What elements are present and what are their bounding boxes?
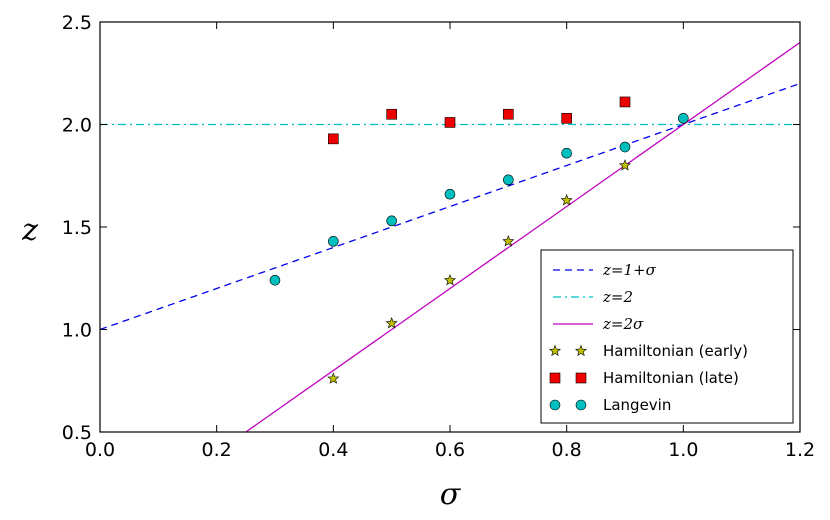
y-axis-label: z bbox=[21, 213, 38, 248]
x-tick-label: 0.8 bbox=[552, 439, 582, 461]
axis-ticks: 0.0 0.2 0.4 0.6 0.8 1.0 1.2 0.5 1.0 1.5 2.0 2.5 bbox=[62, 12, 815, 461]
data-point-langevin bbox=[503, 174, 514, 186]
data-point-langevin bbox=[328, 236, 339, 247]
data-point-hamiltonian-early bbox=[385, 317, 398, 329]
series-line-z-2 bbox=[245, 41, 800, 432]
data-point-langevin bbox=[386, 215, 397, 227]
legend-label-z-1: z=1+σ bbox=[602, 261, 657, 279]
legend-swatch-langevin bbox=[549, 399, 561, 411]
x-tick-label: 0.0 bbox=[85, 439, 115, 461]
x-tick-label: 0.4 bbox=[318, 439, 348, 461]
series-markers bbox=[269, 96, 689, 384]
data-point-hamiltonian-early bbox=[502, 235, 515, 247]
x-tick-label: 1.0 bbox=[668, 439, 698, 461]
data-point-langevin bbox=[269, 274, 281, 286]
data-point-hamiltonian-early bbox=[618, 159, 632, 171]
data-point-hamiltonian-early bbox=[327, 372, 340, 384]
y-tick-label: 1.0 bbox=[62, 320, 92, 342]
data-point-hamiltonian-early bbox=[443, 273, 457, 286]
x-axis-label: σ bbox=[440, 477, 462, 512]
data-point-langevin bbox=[619, 141, 631, 153]
data-point-hamiltonian-late bbox=[386, 108, 397, 120]
legend-label-z-2: z=2 bbox=[602, 288, 633, 306]
legend-swatch-langevin bbox=[575, 399, 587, 411]
legend-swatch-hamiltonian-late bbox=[575, 372, 587, 384]
legend-label-hamiltonian-early: Hamiltonian (early) bbox=[603, 342, 748, 360]
legend: z=1+σ z=2 z=2σ Hamiltonian (early) Hamiltoni… bbox=[540, 249, 794, 424]
data-point-hamiltonian-late bbox=[503, 108, 514, 120]
legend-box bbox=[540, 249, 794, 424]
data-point-hamiltonian-late bbox=[619, 96, 631, 108]
y-tick-label: 2.0 bbox=[62, 115, 92, 137]
legend-label-langevin: Langevin bbox=[603, 396, 671, 414]
legend-swatch-hamiltonian-early bbox=[574, 344, 588, 357]
legend-label-z-2: z=2σ bbox=[602, 315, 644, 333]
data-point-langevin bbox=[678, 113, 689, 124]
data-point-langevin bbox=[444, 188, 456, 200]
data-point-hamiltonian-late bbox=[561, 113, 572, 124]
y-tick-label: 2.5 bbox=[62, 12, 92, 34]
legend-swatch-hamiltonian-early bbox=[548, 344, 562, 357]
data-point-hamiltonian-late bbox=[444, 117, 456, 128]
x-tick-label: 0.2 bbox=[202, 439, 232, 461]
data-point-langevin bbox=[561, 147, 572, 159]
legend-swatch-hamiltonian-late bbox=[549, 372, 561, 384]
x-tick-label: 0.6 bbox=[435, 439, 465, 461]
y-tick-label: 0.5 bbox=[62, 422, 92, 444]
y-tick-label: 1.5 bbox=[62, 217, 92, 239]
x-tick-label: 1.2 bbox=[785, 439, 815, 461]
data-point-hamiltonian-early bbox=[560, 194, 573, 206]
data-point-hamiltonian-late bbox=[328, 133, 339, 145]
legend-label-hamiltonian-late: Hamiltonian (late) bbox=[603, 369, 739, 387]
